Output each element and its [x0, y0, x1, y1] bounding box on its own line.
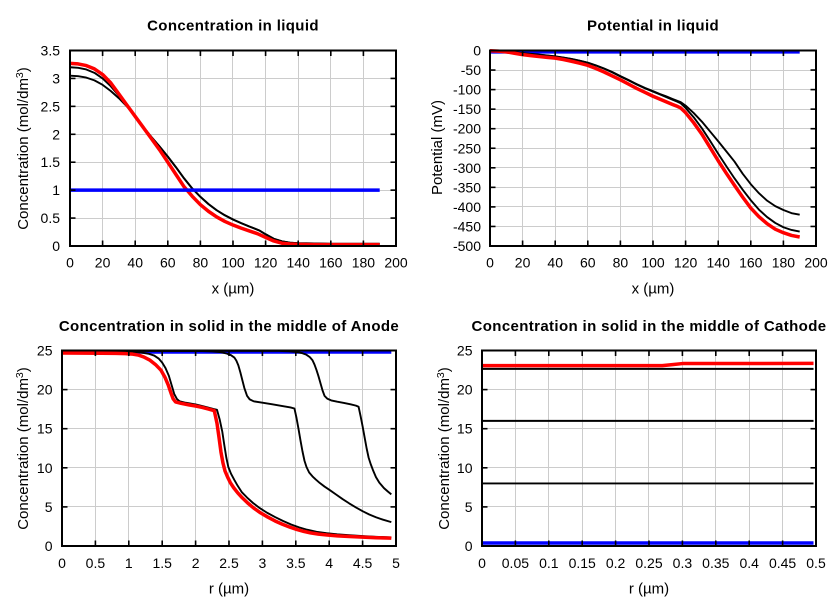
svg-text:1.5: 1.5	[152, 555, 172, 571]
svg-text:80: 80	[193, 255, 209, 271]
svg-text:0: 0	[66, 255, 74, 271]
svg-text:0.5: 0.5	[86, 555, 106, 571]
svg-text:0: 0	[465, 538, 473, 554]
svg-text:-500: -500	[453, 238, 481, 254]
svg-text:0.5: 0.5	[41, 210, 61, 226]
svg-text:r (µm): r (µm)	[209, 581, 249, 598]
svg-text:-50: -50	[461, 62, 481, 78]
svg-text:60: 60	[160, 255, 176, 271]
svg-text:5: 5	[45, 499, 53, 515]
svg-text:200: 200	[804, 255, 828, 271]
svg-text:-100: -100	[453, 82, 481, 98]
svg-text:3: 3	[259, 555, 267, 571]
svg-text:0.45: 0.45	[769, 555, 796, 571]
svg-text:3.5: 3.5	[286, 555, 306, 571]
svg-text:Potential in liquid: Potential in liquid	[587, 18, 719, 35]
svg-text:0: 0	[473, 43, 481, 59]
svg-text:5: 5	[465, 499, 473, 515]
svg-text:0.5: 0.5	[806, 555, 826, 571]
svg-text:0.3: 0.3	[673, 555, 693, 571]
svg-text:0: 0	[486, 255, 494, 271]
svg-text:0: 0	[478, 555, 486, 571]
svg-text:2: 2	[52, 126, 60, 142]
svg-text:0.35: 0.35	[702, 555, 729, 571]
svg-text:0.1: 0.1	[539, 555, 559, 571]
svg-text:1: 1	[125, 555, 133, 571]
svg-text:2.5: 2.5	[219, 555, 239, 571]
svg-text:0.25: 0.25	[635, 555, 662, 571]
svg-text:4.5: 4.5	[353, 555, 373, 571]
svg-text:10: 10	[37, 460, 53, 476]
svg-text:60: 60	[580, 255, 596, 271]
svg-text:-150: -150	[453, 101, 481, 117]
svg-text:x (µm): x (µm)	[632, 281, 675, 298]
svg-text:0: 0	[45, 538, 53, 554]
svg-text:25: 25	[37, 343, 53, 359]
svg-text:180: 180	[772, 255, 796, 271]
svg-text:100: 100	[641, 255, 665, 271]
svg-text:100: 100	[221, 255, 245, 271]
svg-text:0: 0	[52, 238, 60, 254]
svg-text:Concentration (mol/dm3): Concentration (mol/dm3)	[435, 367, 453, 530]
svg-text:x (µm): x (µm)	[212, 281, 255, 298]
svg-text:0.4: 0.4	[739, 555, 759, 571]
svg-text:r (µm): r (µm)	[629, 581, 669, 598]
svg-text:20: 20	[37, 382, 53, 398]
svg-text:3: 3	[52, 70, 60, 86]
svg-text:5: 5	[392, 555, 400, 571]
svg-text:-250: -250	[453, 140, 481, 156]
svg-text:Potential (mV): Potential (mV)	[429, 100, 446, 195]
svg-text:200: 200	[384, 255, 408, 271]
svg-text:40: 40	[547, 255, 563, 271]
svg-text:120: 120	[674, 255, 698, 271]
svg-text:15: 15	[37, 421, 53, 437]
svg-text:Concentration (mol/dm3): Concentration (mol/dm3)	[14, 67, 32, 230]
svg-text:0.05: 0.05	[502, 555, 529, 571]
svg-text:-200: -200	[453, 121, 481, 137]
svg-text:Concentration (mol/dm3): Concentration (mol/dm3)	[14, 367, 32, 530]
svg-text:160: 160	[739, 255, 763, 271]
svg-text:-400: -400	[453, 199, 481, 215]
svg-text:-350: -350	[453, 179, 481, 195]
svg-text:25: 25	[457, 343, 473, 359]
svg-text:120: 120	[254, 255, 278, 271]
svg-text:180: 180	[352, 255, 376, 271]
svg-text:20: 20	[515, 255, 531, 271]
svg-text:2: 2	[192, 555, 200, 571]
svg-text:1: 1	[52, 182, 60, 198]
svg-text:0.2: 0.2	[606, 555, 626, 571]
svg-text:1.5: 1.5	[41, 154, 61, 170]
svg-text:15: 15	[457, 421, 473, 437]
svg-text:Concentration in solid in the: Concentration in solid in the middle of …	[59, 318, 399, 335]
svg-text:140: 140	[287, 255, 311, 271]
svg-text:40: 40	[127, 255, 143, 271]
svg-text:0: 0	[58, 555, 66, 571]
svg-text:20: 20	[457, 382, 473, 398]
svg-text:-450: -450	[453, 218, 481, 234]
svg-text:2.5: 2.5	[41, 98, 61, 114]
svg-text:10: 10	[457, 460, 473, 476]
svg-text:80: 80	[613, 255, 629, 271]
svg-text:0.15: 0.15	[569, 555, 596, 571]
svg-text:3.5: 3.5	[41, 43, 61, 59]
svg-text:4: 4	[325, 555, 333, 571]
svg-text:-300: -300	[453, 160, 481, 176]
svg-text:Concentration in solid in the: Concentration in solid in the middle of …	[472, 318, 827, 335]
svg-text:160: 160	[319, 255, 343, 271]
svg-text:20: 20	[95, 255, 111, 271]
svg-text:140: 140	[707, 255, 731, 271]
svg-text:Concentration in liquid: Concentration in liquid	[147, 18, 319, 35]
